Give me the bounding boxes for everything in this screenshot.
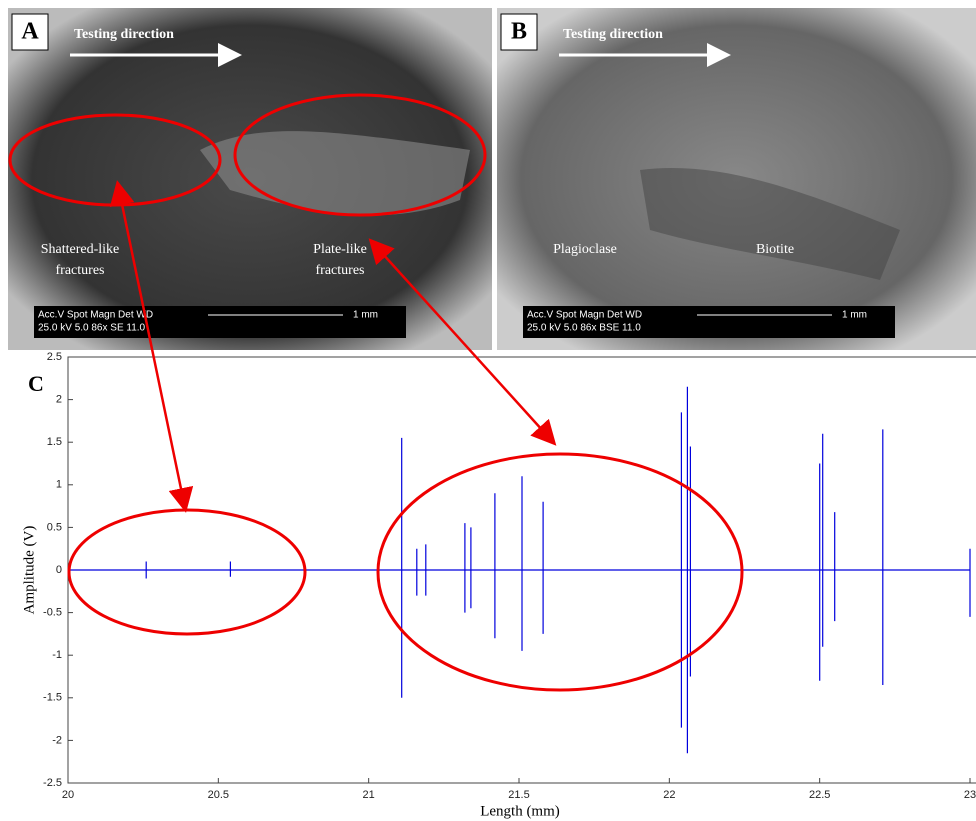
y-tick-label: -1.5: [43, 692, 62, 704]
annotation: Plagioclase: [553, 242, 617, 257]
scale-bar-text: 25.0 kV 5.0 86x BSE 11.0: [527, 323, 641, 334]
annotation: fractures: [56, 263, 105, 278]
x-tick-label: 21.5: [508, 789, 529, 801]
y-tick-label: 1.5: [47, 436, 62, 448]
y-tick-label: -2.5: [43, 777, 62, 789]
x-tick-label: 22.5: [809, 789, 830, 801]
y-tick-label: 0.5: [47, 521, 62, 533]
arrow-text: Testing direction: [563, 27, 663, 42]
y-tick-label: -1: [52, 649, 62, 661]
x-tick-label: 20.5: [208, 789, 229, 801]
panel-label: B: [511, 19, 527, 45]
y-tick-label: -0.5: [43, 607, 62, 619]
x-tick-label: 21: [363, 789, 375, 801]
page: A Testing direction Shattered-like fracture…: [0, 0, 976, 821]
y-axis-label: Amplitude (V): [21, 526, 37, 615]
scale-bar-text: Acc.V Spot Magn Det WD: [38, 310, 153, 321]
x-tick-label: 20: [62, 789, 74, 801]
annotation: Plate-like: [313, 242, 367, 257]
annotation: Biotite: [756, 242, 794, 257]
y-tick-label: -2: [52, 734, 62, 746]
x-tick-label: 23: [964, 789, 976, 801]
scale-bar-text: Acc.V Spot Magn Det WD: [527, 310, 642, 321]
arrow-text: Testing direction: [74, 27, 174, 42]
figure: A Testing direction Shattered-like fracture…: [0, 0, 976, 821]
y-tick-label: 2: [56, 394, 62, 406]
panel-label: C: [28, 371, 44, 396]
y-tick-label: 2.5: [47, 351, 62, 363]
y-tick-label: 0: [56, 564, 62, 576]
scale-bar-length: 1 mm: [353, 310, 378, 321]
annotation: Shattered-like: [41, 242, 120, 257]
y-tick-label: 1: [56, 479, 62, 491]
x-axis-label: Length (mm): [480, 803, 560, 819]
panel-label: A: [21, 19, 39, 45]
x-tick-label: 22: [663, 789, 675, 801]
scale-bar-text: 25.0 kV 5.0 86x SE 11.0: [38, 323, 146, 334]
annotation: fractures: [316, 263, 365, 278]
scale-bar-length: 1 mm: [842, 310, 867, 321]
